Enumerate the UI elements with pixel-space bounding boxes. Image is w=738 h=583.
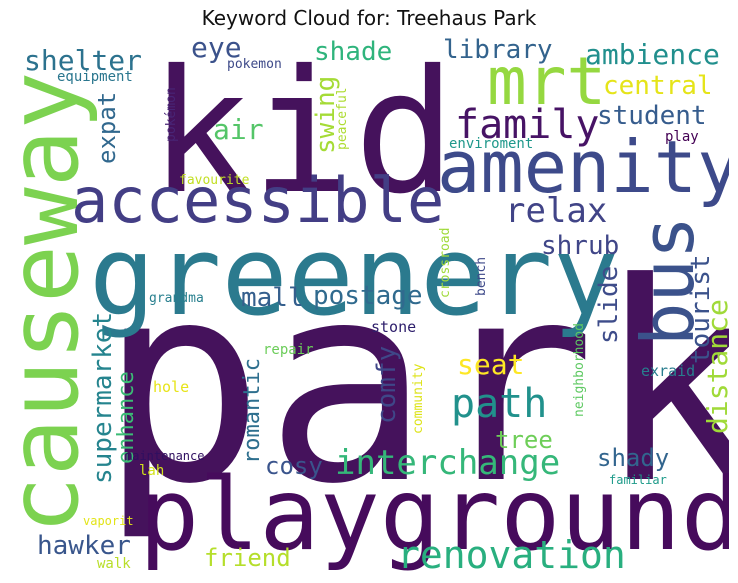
word-13: path <box>451 381 547 427</box>
word-10: renovation <box>397 533 626 577</box>
chart-title: Keyword Cloud for: Treehaus Park <box>201 6 537 30</box>
word-44: favourite <box>179 173 250 188</box>
word-28: postage <box>313 281 423 311</box>
word-5: amenity <box>437 125 729 209</box>
word-52: stone <box>371 318 416 336</box>
word-15: ambience <box>585 38 720 71</box>
word-43: peaceful <box>335 87 350 150</box>
word-27: mall <box>241 283 304 313</box>
word-39: friend <box>204 544 291 572</box>
word-22: swing <box>311 76 341 154</box>
word-26: distance <box>701 299 729 434</box>
word-57: lah <box>139 463 164 479</box>
word-35: seat <box>457 348 524 381</box>
word-40: equipment <box>57 69 133 85</box>
word-14: shelter <box>24 44 142 77</box>
word-8: bus <box>626 216 710 346</box>
word-7: mrt <box>487 43 606 120</box>
word-42: pokémon <box>164 87 179 142</box>
word-25: tourist <box>686 254 716 364</box>
word-50: neighborhood <box>572 323 587 417</box>
word-21: air <box>213 113 264 146</box>
word-18: central <box>603 71 713 101</box>
word-37: shady <box>597 444 669 472</box>
word-31: enhance <box>114 371 139 464</box>
word-34: cosy <box>265 452 323 480</box>
word-4: causeway <box>9 72 100 534</box>
word-3: greenery <box>89 212 619 340</box>
word-17: student <box>597 101 707 131</box>
word-9: interchange <box>335 443 560 483</box>
word-38: hawker <box>37 531 131 561</box>
word-33: comfy <box>372 346 402 424</box>
word-24: shrub <box>541 231 619 261</box>
word-59: vaporit <box>83 514 134 528</box>
word-23: expat <box>93 92 121 164</box>
word-58: familiar <box>609 473 667 487</box>
word-1: kid <box>149 34 456 232</box>
word-20: eye <box>191 34 242 64</box>
word-47: crossroad <box>438 228 453 298</box>
word-12: relax <box>505 191 607 231</box>
word-16: library <box>443 35 553 65</box>
word-6: accessible <box>71 164 444 237</box>
word-19: shade <box>314 37 392 67</box>
word-54: hole <box>153 378 189 396</box>
word-51: community <box>411 363 426 434</box>
word-29: slide <box>594 266 624 344</box>
word-41: pokemon <box>227 57 282 72</box>
word-48: bench <box>474 257 489 296</box>
word-56: maintenance <box>125 449 204 463</box>
word-46: play <box>665 129 699 145</box>
word-53: repair <box>263 342 314 358</box>
word-0: park <box>99 224 729 544</box>
word-45: enviroment <box>449 136 533 152</box>
word-60: walk <box>97 556 131 572</box>
word-55: exraid <box>641 362 695 380</box>
word-49: grandma <box>149 291 204 306</box>
word-2: playground <box>139 456 729 573</box>
word-30: supermarket <box>88 312 118 484</box>
word-36: tree <box>495 426 553 454</box>
word-11: family <box>455 102 600 148</box>
word-32: romantic <box>240 358 265 464</box>
